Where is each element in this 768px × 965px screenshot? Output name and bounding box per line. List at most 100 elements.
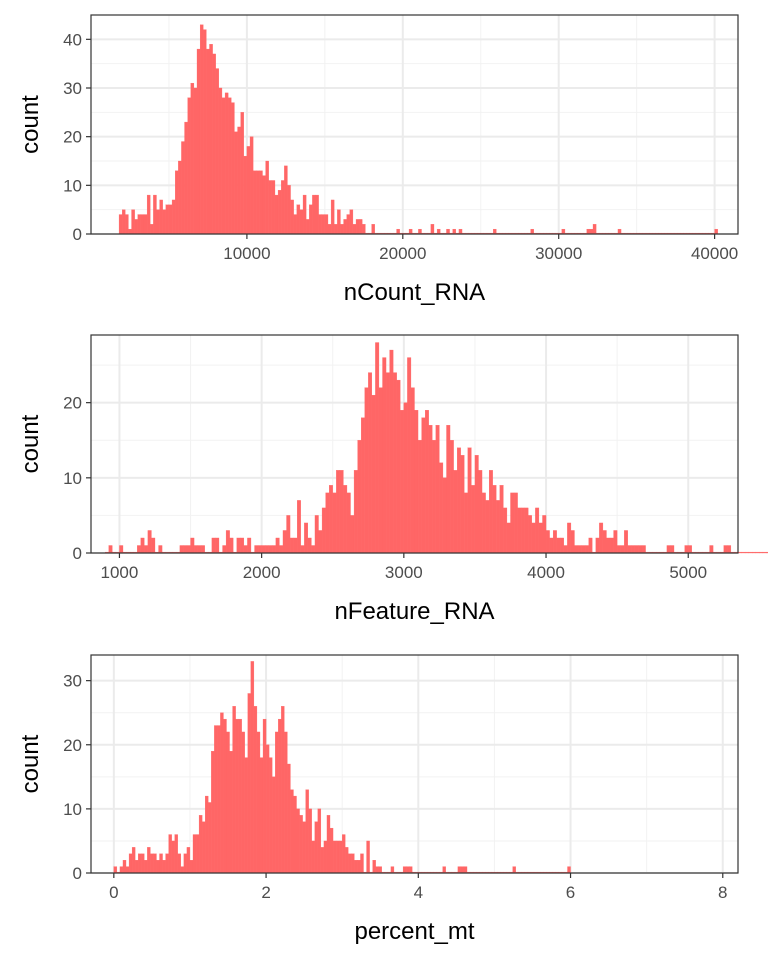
histogram-bar: [375, 866, 379, 874]
histogram-bar: [762, 551, 767, 554]
histogram-bar: [311, 840, 315, 874]
histogram-bar: [281, 180, 285, 235]
histogram-bar: [272, 776, 276, 874]
histogram-bar: [589, 228, 594, 235]
histogram-bar: [278, 718, 282, 874]
histogram-bar: [512, 866, 516, 874]
histogram-bar: [602, 530, 607, 554]
histogram-bar: [193, 545, 198, 554]
histogram-bar: [209, 44, 213, 235]
histogram-bar: [193, 87, 198, 235]
histogram-bar: [641, 545, 646, 554]
histogram-bar: [320, 847, 325, 874]
histogram-bar: [520, 507, 525, 554]
histogram-bar: [271, 180, 276, 235]
histogram-bar: [430, 224, 435, 235]
histogram-bar: [670, 545, 675, 554]
histogram-bar: [405, 866, 410, 874]
y-tick-label: 10: [63, 800, 82, 819]
histogram-bar: [442, 866, 446, 874]
histogram-bar: [385, 372, 390, 554]
histogram-bar: [471, 485, 476, 554]
histogram-bar: [457, 866, 462, 874]
histogram-bar: [212, 53, 216, 235]
histogram-bar: [256, 170, 260, 235]
histogram-bar: [530, 228, 534, 235]
histogram-bar: [141, 853, 145, 874]
histogram-bar: [340, 224, 344, 235]
histogram-bar: [403, 402, 408, 554]
histogram-bar: [305, 219, 310, 235]
histogram-bar: [354, 860, 358, 874]
histogram-bar: [190, 537, 195, 554]
histogram-bar: [180, 866, 185, 874]
histogram-bar: [156, 860, 160, 874]
histogram-bar: [140, 214, 145, 235]
histogram-bar: [714, 228, 718, 235]
histogram-bar: [563, 545, 568, 554]
histogram-bar: [343, 219, 347, 235]
histogram-bar: [362, 224, 366, 235]
histogram-bar: [183, 545, 188, 554]
histogram-bar: [203, 29, 207, 235]
histogram-bar: [417, 440, 422, 554]
histogram-bar: [561, 228, 566, 235]
x-tick-label: 0: [109, 883, 118, 902]
y-axis-title: count: [17, 414, 44, 473]
histogram-bar: [528, 515, 532, 554]
x-tick-label: 2: [261, 883, 270, 902]
histogram-bar: [302, 821, 306, 874]
histogram-bar: [211, 751, 215, 874]
histogram-bar: [189, 860, 194, 874]
histogram-bar: [284, 165, 288, 235]
histogram-panel: 1000 2000 3000 4000 5000 0 10 20 nFeature_RNA cou…: [17, 334, 768, 625]
histogram-bar: [435, 425, 440, 554]
histogram-bar: [432, 440, 436, 554]
histogram-bar: [265, 744, 270, 874]
histogram-bar: [410, 387, 415, 554]
y-tick-label: 10: [63, 469, 82, 488]
histogram-bar: [752, 551, 756, 554]
histogram-bar: [221, 97, 226, 235]
histogram-bar: [311, 545, 316, 554]
histogram-bar: [137, 214, 142, 235]
histogram-bar: [606, 537, 611, 554]
histogram-bar: [314, 821, 318, 874]
histogram-bar: [337, 209, 341, 235]
histogram-bar: [296, 808, 300, 874]
histogram-bar: [425, 410, 429, 554]
histogram-bar: [321, 214, 326, 235]
x-tick-label: 8: [718, 883, 727, 902]
histogram-bar: [262, 718, 267, 874]
histogram-bar: [492, 485, 497, 554]
histogram-bar: [334, 224, 338, 235]
histogram-bar: [634, 545, 639, 554]
histogram-bar: [162, 860, 166, 874]
histogram-bar: [666, 545, 671, 554]
histogram-bar: [535, 507, 540, 554]
histogram-bar: [214, 725, 218, 874]
histogram-bar: [257, 545, 262, 554]
histogram-bar: [186, 545, 191, 554]
histogram-bar: [268, 180, 272, 235]
histogram-bar: [366, 840, 370, 874]
histogram-bar: [131, 209, 135, 235]
y-tick-label: 10: [63, 176, 82, 195]
histogram-bar: [113, 866, 118, 874]
histogram-bar: [302, 194, 307, 235]
histogram-bar: [581, 545, 586, 554]
histogram-bar: [224, 92, 229, 235]
histogram-bar: [493, 228, 497, 235]
histogram-bar: [183, 853, 188, 874]
histogram-bar: [226, 731, 230, 874]
histogram-bar: [243, 155, 248, 235]
y-tick-label: 30: [63, 672, 82, 691]
histogram-bar: [262, 175, 266, 235]
histogram-bar: [177, 853, 181, 874]
histogram-bar: [588, 537, 593, 554]
histogram-bar: [281, 706, 285, 874]
histogram-bar: [396, 379, 401, 554]
histogram-bar: [627, 545, 632, 554]
histogram-bar: [723, 545, 728, 554]
